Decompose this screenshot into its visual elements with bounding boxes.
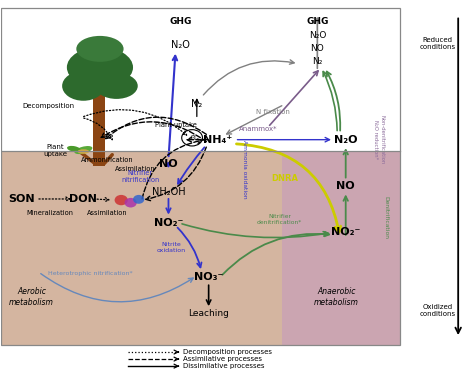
Text: NH₂OH: NH₂OH (152, 187, 185, 196)
Text: Dissimilative processes: Dissimilative processes (182, 363, 264, 369)
Text: GHG: GHG (169, 17, 191, 26)
Text: Assimilation: Assimilation (115, 166, 155, 172)
Text: N fixation: N fixation (255, 109, 290, 115)
Text: NO: NO (337, 181, 355, 191)
Text: Anaerobic
metabolism: Anaerobic metabolism (314, 288, 359, 307)
Text: Heterotrophic nitrification*: Heterotrophic nitrification* (48, 270, 133, 276)
Text: DON: DON (70, 194, 97, 204)
Bar (0, 151, 400, 345)
Circle shape (115, 195, 128, 205)
FancyArrowPatch shape (104, 155, 112, 164)
Bar (282, 151, 400, 345)
Ellipse shape (62, 71, 105, 101)
Bar (0, 8, 400, 345)
Text: NO₂⁻: NO₂⁻ (331, 227, 360, 237)
Ellipse shape (74, 146, 92, 154)
Text: NH₄⁺: NH₄⁺ (203, 135, 233, 145)
Text: Decomposition: Decomposition (22, 103, 74, 109)
Text: NO₂⁻: NO₂⁻ (154, 218, 183, 228)
Text: Nitrifier
nitrification: Nitrifier nitrification (121, 170, 159, 183)
Text: Assimilative processes: Assimilative processes (182, 356, 262, 362)
Ellipse shape (76, 36, 124, 62)
Text: SON: SON (9, 194, 35, 204)
Text: N₂O: N₂O (334, 135, 357, 145)
Text: Nitrite
oxidation: Nitrite oxidation (156, 242, 185, 253)
Text: Plant uptake: Plant uptake (155, 122, 197, 128)
Text: Nitrifier
denitrification*: Nitrifier denitrification* (257, 214, 302, 225)
Text: Non-denitrification
N₂O reduction*: Non-denitrification N₂O reduction* (374, 115, 384, 164)
Circle shape (125, 198, 137, 208)
Ellipse shape (77, 149, 89, 154)
Text: Plant
uptake: Plant uptake (43, 144, 67, 157)
Text: N₂O: N₂O (309, 31, 326, 41)
Text: Anammox*: Anammox* (239, 126, 277, 132)
Ellipse shape (67, 47, 133, 88)
Text: DNRA: DNRA (271, 174, 298, 183)
Text: N₂O: N₂O (171, 40, 190, 50)
Circle shape (133, 195, 145, 204)
Ellipse shape (67, 146, 81, 152)
Text: NO: NO (159, 159, 178, 169)
Text: Leaching: Leaching (188, 310, 229, 318)
Text: Aerobic
metabolism: Aerobic metabolism (9, 288, 54, 307)
Text: Denitrification: Denitrification (383, 196, 388, 239)
FancyArrowPatch shape (81, 153, 95, 164)
Text: GHG: GHG (306, 17, 328, 26)
Ellipse shape (95, 73, 138, 99)
Text: NO: NO (310, 44, 324, 53)
Text: Oxidized
conditions: Oxidized conditions (420, 304, 456, 317)
Text: ⚙: ⚙ (189, 135, 195, 141)
Text: Mineralization: Mineralization (27, 210, 74, 216)
Text: NO₃⁻: NO₃⁻ (194, 272, 223, 282)
Text: N₂: N₂ (312, 57, 322, 66)
Bar (93, 84, 105, 166)
Text: Ammonification: Ammonification (81, 157, 133, 163)
Text: N₂: N₂ (191, 99, 202, 109)
Text: Decomposition processes: Decomposition processes (182, 349, 272, 355)
Text: Ammonia oxidation: Ammonia oxidation (242, 140, 246, 199)
Bar (0, 8, 400, 151)
Text: Assimilation: Assimilation (87, 210, 128, 216)
Text: Reduced
conditions: Reduced conditions (420, 37, 456, 50)
